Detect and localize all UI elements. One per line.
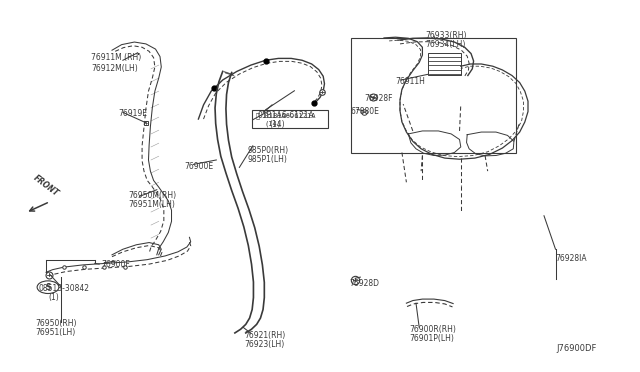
Text: 76901P(LH): 76901P(LH)	[410, 334, 454, 343]
Text: 76921(RH): 76921(RH)	[244, 331, 285, 340]
Text: 76900F: 76900F	[101, 260, 130, 269]
Text: 76900R(RH): 76900R(RH)	[410, 325, 456, 334]
Text: J76900DF: J76900DF	[557, 344, 597, 353]
Text: 76911H: 76911H	[396, 77, 426, 86]
Text: 76951M(LH): 76951M(LH)	[128, 200, 175, 209]
Bar	[351, 38, 516, 153]
Text: 985P1(LH): 985P1(LH)	[247, 155, 287, 164]
Text: 76928IA: 76928IA	[556, 254, 587, 263]
Text: 76900E: 76900E	[184, 162, 214, 171]
Text: (14): (14)	[265, 121, 282, 127]
Text: 76923(LH): 76923(LH)	[244, 340, 284, 349]
Text: 76933(RH): 76933(RH)	[426, 31, 467, 40]
Text: Ⓑ 01B1A6-6121A: Ⓑ 01B1A6-6121A	[256, 112, 316, 119]
Text: 08513-30842: 08513-30842	[38, 284, 90, 293]
Text: 67880E: 67880E	[351, 107, 380, 116]
Text: 76911M (RH): 76911M (RH)	[91, 53, 141, 62]
Text: FRONT: FRONT	[32, 173, 60, 198]
Text: 985P0(RH): 985P0(RH)	[247, 146, 288, 155]
Bar	[428, 53, 461, 75]
Text: (14): (14)	[269, 120, 285, 129]
Text: 76919E: 76919E	[118, 109, 147, 118]
Text: 76934(LH): 76934(LH)	[426, 40, 466, 49]
Text: 76928D: 76928D	[349, 279, 380, 288]
Text: 01B1A6-6121A: 01B1A6-6121A	[258, 111, 315, 120]
Bar	[252, 110, 328, 128]
Text: 76950M(RH): 76950M(RH)	[128, 191, 176, 200]
Text: 76951(LH): 76951(LH)	[35, 328, 76, 337]
Text: 76912M(LH): 76912M(LH)	[91, 64, 138, 73]
Text: 76928F: 76928F	[365, 94, 394, 103]
Text: S: S	[45, 283, 51, 292]
Text: 76950(RH): 76950(RH)	[35, 319, 77, 328]
Text: (1): (1)	[48, 293, 59, 302]
